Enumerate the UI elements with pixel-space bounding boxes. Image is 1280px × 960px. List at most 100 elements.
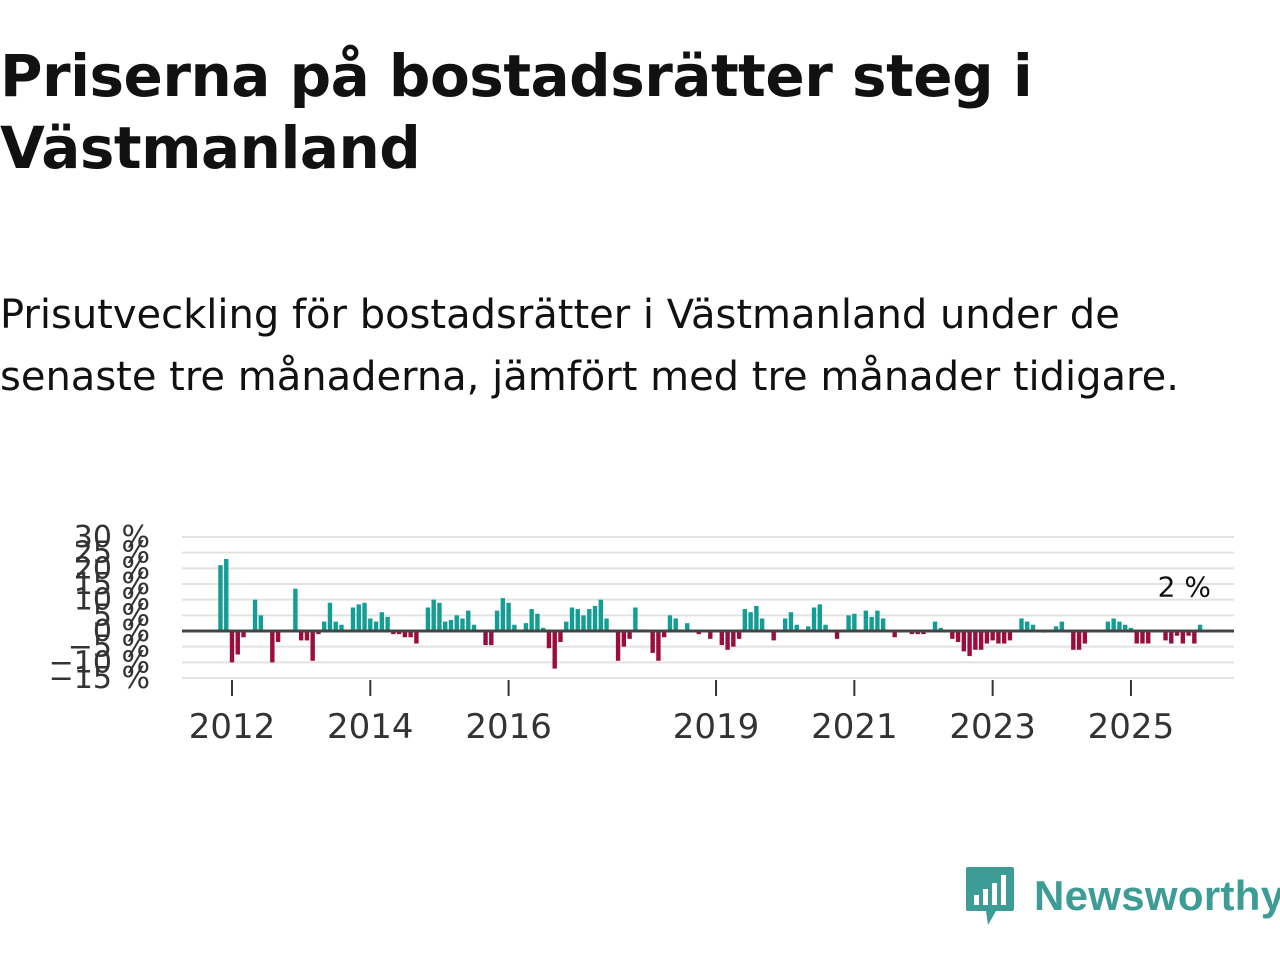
bar (529, 609, 534, 631)
bar (834, 631, 840, 639)
x-tick-label: 2014 (327, 707, 414, 747)
latest-value-annotation: 2 % (1158, 571, 1211, 604)
x-axis-ticks: 2012 2014 2016 2019 2021 2023 2025 (189, 680, 1174, 747)
x-tick-label: 2012 (189, 707, 276, 747)
bar (379, 612, 385, 631)
bar (494, 610, 500, 631)
bar (627, 631, 632, 639)
bar (569, 607, 575, 631)
bar (321, 621, 327, 631)
y-tick-label: −15 % (49, 661, 150, 696)
chart-title: Priserna på bostadsrätter steg i Västman… (0, 42, 1033, 182)
bar (224, 558, 229, 631)
bar (736, 631, 742, 639)
y-tick-label: 30 % (74, 520, 150, 555)
bar (258, 615, 264, 631)
bar (955, 631, 961, 642)
bar (811, 607, 817, 631)
bar (368, 618, 373, 631)
bar (396, 631, 402, 635)
y-tick-label: 0 % (93, 614, 150, 649)
bar (235, 631, 240, 655)
bar (252, 599, 258, 631)
bar (742, 609, 748, 631)
bar (293, 588, 298, 631)
y-tick-label: −10 % (49, 645, 150, 680)
bar (500, 598, 506, 631)
newsworthy-logo-icon (966, 867, 1014, 925)
bar (1105, 621, 1111, 631)
bar (880, 618, 886, 631)
bar (961, 631, 967, 652)
bars (218, 558, 1203, 669)
bar (391, 631, 396, 635)
bar (558, 631, 563, 642)
bar (270, 631, 275, 663)
bar (1076, 631, 1082, 650)
bar (973, 631, 978, 650)
y-tick-label: 5 % (93, 598, 150, 633)
bar (298, 631, 304, 641)
bar (241, 631, 246, 638)
bar (1019, 618, 1024, 631)
bar (754, 605, 759, 631)
bar (1192, 631, 1197, 644)
bar (218, 565, 223, 631)
bar (708, 631, 713, 639)
bar (1146, 631, 1151, 644)
bar (1007, 631, 1013, 641)
bar (460, 618, 465, 631)
bar (229, 631, 235, 663)
bar (863, 610, 869, 631)
bar (938, 627, 943, 631)
y-tick-label: 15 % (74, 567, 150, 602)
bar (431, 599, 436, 631)
bar (823, 624, 828, 631)
bar (327, 602, 333, 631)
bar (990, 631, 995, 641)
bar (1071, 631, 1076, 650)
bar (667, 615, 673, 631)
bar (673, 618, 678, 631)
bar (304, 631, 310, 641)
bar (633, 607, 638, 631)
bar (782, 618, 788, 631)
bar (437, 602, 442, 631)
bar (587, 609, 592, 631)
bar (731, 631, 736, 647)
bar (1082, 631, 1088, 644)
newsworthy-wordmark: Newsworthy (1034, 872, 1280, 919)
bar (1174, 631, 1180, 636)
bar (915, 631, 920, 635)
x-tick-label: 2025 (1088, 707, 1175, 747)
bar (512, 624, 517, 631)
bar (598, 599, 603, 631)
bar (443, 621, 448, 631)
bar (523, 623, 529, 631)
bar (892, 631, 897, 638)
bar (661, 631, 667, 638)
bar (506, 602, 511, 631)
bar (869, 616, 874, 631)
bar (540, 627, 546, 631)
bar (984, 631, 990, 644)
bar (1059, 621, 1064, 631)
y-tick-label: −5 % (68, 630, 150, 665)
bar (725, 631, 730, 650)
bar (1186, 631, 1191, 636)
bar (615, 631, 621, 661)
bar (339, 624, 344, 631)
bar (996, 631, 1001, 644)
bar (748, 612, 753, 631)
bar (333, 621, 338, 631)
bar (921, 631, 926, 635)
bar (414, 631, 419, 644)
bar (1117, 621, 1122, 631)
bar (373, 621, 379, 631)
bar (1140, 631, 1145, 644)
bar (604, 618, 609, 631)
bar (932, 621, 938, 631)
bar-chart: 30 %25 %20 %15 %10 %5 %0 %−5 %−10 %−15 %… (49, 520, 1234, 747)
bar (1030, 624, 1036, 631)
grid-lines (182, 536, 1234, 679)
